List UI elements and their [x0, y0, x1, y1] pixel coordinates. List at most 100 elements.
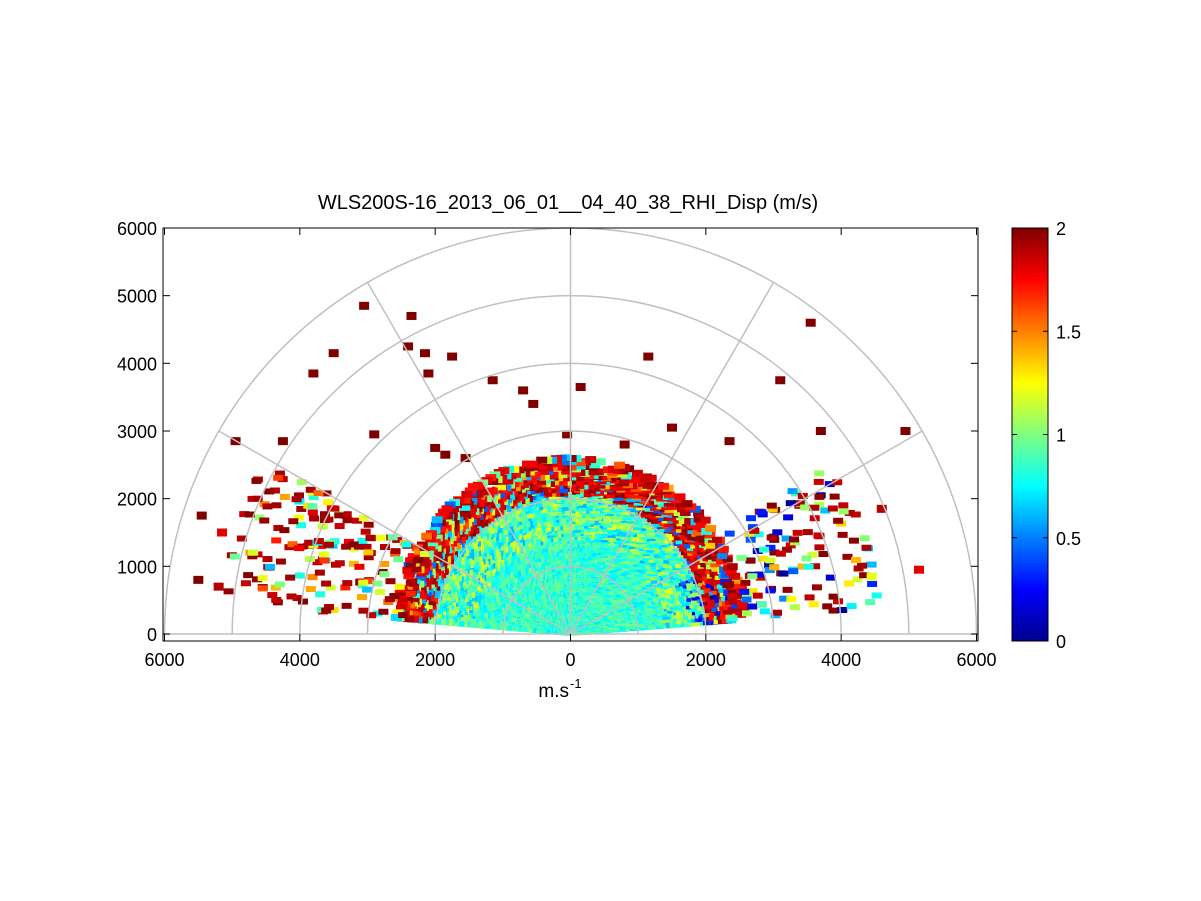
data-cell — [654, 552, 664, 559]
data-cell — [730, 606, 741, 614]
data-cell — [398, 612, 409, 619]
data-cell — [663, 514, 674, 521]
data-cell — [361, 543, 372, 550]
data-cell — [522, 460, 533, 468]
data-cell — [455, 620, 465, 627]
data-cell — [271, 502, 282, 509]
data-cell — [379, 560, 390, 567]
data-cell — [620, 570, 629, 577]
data-cell — [271, 537, 282, 544]
data-cell — [419, 563, 430, 571]
data-cell — [523, 464, 534, 472]
data-cell — [413, 557, 424, 564]
data-cell — [307, 509, 318, 516]
data-cell — [630, 559, 640, 565]
data-cell — [403, 615, 414, 623]
data-cell — [315, 591, 326, 598]
data-cell — [287, 541, 298, 548]
data-cell — [409, 593, 420, 601]
data-cell — [279, 493, 290, 500]
data-cell — [655, 608, 664, 614]
data-cell — [459, 504, 471, 511]
data-cell — [357, 537, 368, 544]
data-cell — [676, 615, 686, 622]
data-cell — [305, 586, 316, 593]
data-cell — [660, 595, 669, 601]
data-cell — [441, 518, 452, 525]
data-cell — [667, 585, 677, 592]
data-cell — [693, 515, 705, 523]
data-cell — [223, 588, 234, 595]
data-cell — [664, 614, 674, 620]
data-cell — [619, 541, 628, 548]
data-cell — [602, 550, 611, 557]
data-cell — [324, 604, 335, 611]
data-cell — [467, 483, 479, 491]
data-cell — [257, 585, 268, 592]
data-cell — [676, 618, 686, 625]
data-cell — [675, 526, 687, 533]
data-cell — [731, 601, 742, 609]
data-cell — [405, 557, 417, 565]
data-cell — [575, 459, 587, 467]
data-cell — [640, 548, 649, 555]
data-cell — [653, 557, 663, 564]
data-cell — [307, 574, 318, 581]
data-cell — [626, 495, 637, 503]
data-cell — [529, 471, 541, 479]
data-cell — [691, 586, 702, 593]
data-cell — [444, 501, 456, 509]
data-cell — [675, 537, 686, 545]
data-cell — [716, 557, 727, 565]
data-cell — [664, 520, 675, 527]
data-cell — [271, 596, 282, 603]
data-cell — [392, 609, 404, 617]
data-cell — [325, 584, 336, 591]
data-cell — [406, 606, 417, 614]
data-cell — [288, 518, 299, 525]
data-cell — [493, 624, 501, 630]
data-cell — [719, 612, 731, 620]
data-cell — [641, 564, 650, 570]
data-cell — [446, 591, 456, 598]
data-cell — [357, 594, 368, 601]
data-cell — [729, 572, 741, 580]
data-cell — [673, 534, 684, 541]
data-cell — [557, 630, 563, 636]
data-cell — [667, 607, 676, 614]
data-cell — [711, 564, 722, 572]
data-cell — [416, 586, 427, 593]
data-cell — [650, 486, 661, 494]
data-cell — [671, 612, 681, 619]
data-cell — [666, 592, 675, 599]
data-cell — [297, 598, 308, 605]
data-cell — [257, 575, 268, 582]
data-cell — [722, 603, 734, 611]
data-cell — [247, 553, 258, 560]
data-cell — [678, 594, 688, 601]
data-cell — [459, 496, 471, 504]
data-cell — [637, 536, 647, 543]
data-cell — [353, 543, 364, 550]
data-cell — [653, 520, 664, 528]
data-cell — [293, 514, 304, 521]
data-cell — [663, 577, 672, 584]
data-cell — [254, 514, 265, 521]
data-cell — [481, 623, 490, 629]
data-cell — [654, 525, 665, 533]
data-cell — [684, 518, 695, 525]
data-cell — [647, 515, 658, 523]
data-cell — [678, 517, 690, 524]
data-cell — [630, 535, 640, 542]
data-cell — [636, 530, 647, 538]
data-cell — [487, 478, 499, 486]
data-cell — [427, 542, 439, 550]
data-cell — [561, 467, 572, 475]
data-cell — [725, 568, 737, 576]
data-cell — [415, 576, 426, 584]
data-cell — [442, 512, 453, 520]
data-cell — [264, 488, 275, 495]
data-cell — [672, 621, 682, 628]
data-cell — [430, 521, 442, 529]
data-cell — [262, 556, 273, 563]
